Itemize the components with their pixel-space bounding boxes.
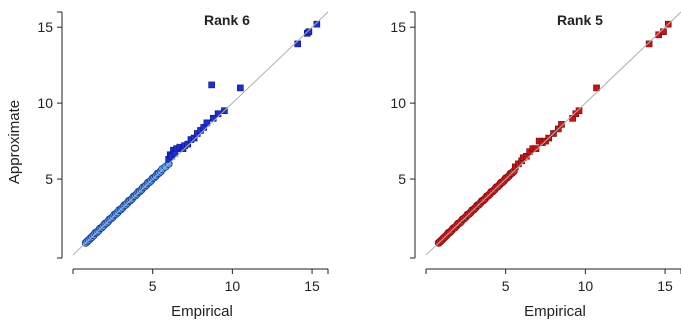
data-point [593, 84, 600, 92]
x-tick-label: 10 [225, 278, 241, 294]
y-tick-label: 5 [398, 171, 406, 187]
data-point [575, 107, 583, 115]
y-tick-label: 15 [37, 19, 53, 35]
ticks-layer: 5 10 15 5 10 15 [390, 11, 681, 294]
panel-title: Rank 6 [204, 12, 250, 28]
x-tick-label: 5 [149, 278, 157, 294]
panel-title: Rank 5 [557, 12, 603, 28]
data-point [660, 28, 667, 36]
panel-rank-5: Rank 5 5 10 15 5 10 15 Empirical [390, 11, 681, 320]
reference-line [425, 11, 681, 256]
y-axis-label: Approximate [6, 100, 23, 184]
data-point [532, 145, 540, 152]
panel-rank-6: Rank 6 5 10 15 5 10 15 Empirical Approximate [6, 11, 329, 320]
x-tick-label: 15 [304, 278, 320, 294]
x-axis-label: Empirical [171, 303, 233, 320]
data-point [558, 121, 565, 128]
data-point [214, 110, 222, 118]
y-tick-label: 15 [390, 19, 406, 35]
y-tick-label: 10 [37, 95, 53, 111]
reference-line [72, 11, 329, 256]
x-tick-label: 10 [578, 278, 594, 294]
x-axis-label: Empirical [524, 303, 586, 320]
x-tick-label: 15 [657, 278, 673, 294]
y-tick-label: 10 [390, 95, 406, 111]
y-tick-label: 5 [45, 171, 53, 187]
x-tick-label: 5 [502, 278, 510, 294]
data-point [208, 81, 215, 89]
data-point [313, 20, 321, 28]
ticks-layer: 5 10 15 5 10 15 [37, 11, 329, 294]
data-point [645, 40, 653, 48]
data-point [203, 119, 211, 127]
data-point [237, 84, 244, 92]
data-point [294, 40, 302, 48]
data-point [305, 28, 313, 36]
